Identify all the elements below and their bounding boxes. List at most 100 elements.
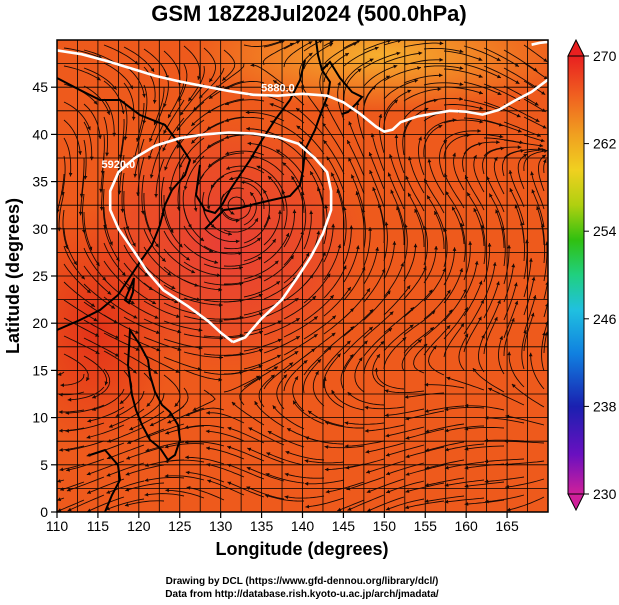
streamline xyxy=(463,260,478,299)
streamline xyxy=(63,317,100,337)
streamline-arrowhead xyxy=(235,239,240,244)
colorbar-bottom-arrow xyxy=(567,493,585,512)
streamline-arrowhead xyxy=(81,275,85,280)
streamline xyxy=(283,295,317,320)
streamline-arrowhead xyxy=(438,125,443,129)
streamline-arrowhead xyxy=(240,180,245,185)
streamline-arrowhead xyxy=(517,145,522,150)
streamline xyxy=(283,316,318,338)
streamline-arrowhead xyxy=(92,394,97,399)
streamline-arrowhead xyxy=(142,93,146,98)
streamline-arrowhead xyxy=(135,347,140,351)
streamline xyxy=(483,119,522,133)
streamline-arrowhead xyxy=(155,243,159,248)
streamline xyxy=(65,422,105,432)
streamline xyxy=(167,81,185,119)
streamline xyxy=(444,86,484,95)
streamline-arrowhead xyxy=(83,175,88,180)
streamline-arrowhead xyxy=(501,226,506,231)
streamline-arrowhead xyxy=(386,75,390,80)
streamline-arrowhead xyxy=(336,189,341,194)
streamline xyxy=(66,476,105,492)
streamline xyxy=(210,170,245,189)
streamline xyxy=(103,116,108,157)
streamline-arrowhead xyxy=(386,290,391,295)
streamline-arrowhead xyxy=(425,465,430,470)
streamline-arrowhead xyxy=(208,163,212,168)
streamline xyxy=(183,333,224,339)
streamline xyxy=(424,384,465,389)
streamline xyxy=(263,335,301,354)
streamline xyxy=(463,81,502,96)
streamline xyxy=(444,443,485,451)
streamline xyxy=(443,307,469,340)
streamline-arrowhead xyxy=(86,435,91,439)
streamline xyxy=(443,247,456,286)
streamline xyxy=(243,260,279,280)
streamline-arrowhead xyxy=(529,258,533,262)
streamline-arrowhead xyxy=(331,172,335,177)
streamline xyxy=(383,99,399,136)
streamline xyxy=(247,447,285,464)
streamline-arrowhead xyxy=(136,138,140,142)
streamline xyxy=(541,223,546,264)
streamline xyxy=(123,280,157,305)
streamline xyxy=(229,177,265,192)
streamline-arrowhead xyxy=(227,481,232,486)
streamline xyxy=(493,156,505,195)
streamline xyxy=(83,319,120,339)
streamline-arrowhead xyxy=(351,174,355,179)
streamline-arrowhead xyxy=(285,450,290,455)
streamline xyxy=(403,42,444,48)
streamline-arrowhead xyxy=(178,243,183,248)
streamline xyxy=(363,327,393,357)
streamline-arrowhead xyxy=(347,287,351,291)
streamline-arrowhead xyxy=(185,470,190,475)
x-tick-label: 120 xyxy=(127,518,151,534)
streamline-arrowhead xyxy=(112,132,117,137)
streamline-arrowhead xyxy=(250,192,254,197)
streamline xyxy=(386,480,425,494)
streamline-arrowhead xyxy=(489,193,493,198)
streamline xyxy=(344,422,385,425)
streamline-arrowhead xyxy=(478,280,483,285)
streamline xyxy=(343,308,374,337)
streamline-arrowhead xyxy=(105,152,109,157)
streamline-arrowhead xyxy=(349,225,354,229)
streamline-arrowhead xyxy=(452,152,456,157)
streamline-arrowhead xyxy=(185,412,190,417)
streamline xyxy=(129,410,165,431)
streamline-arrowhead xyxy=(149,138,153,142)
streamline xyxy=(543,331,548,354)
streamline-arrowhead xyxy=(495,209,499,214)
streamline xyxy=(343,245,359,283)
streamline-arrowhead xyxy=(209,78,213,83)
streamline-arrowhead xyxy=(231,402,236,406)
streamline-arrowhead xyxy=(484,416,489,420)
streamline xyxy=(223,217,259,233)
streamline xyxy=(66,458,105,472)
streamline xyxy=(223,293,263,303)
streamline-arrowhead xyxy=(467,192,471,197)
streamline xyxy=(63,335,100,355)
streamline-arrowhead xyxy=(434,211,438,215)
streamline-arrowhead xyxy=(332,315,336,320)
streamline xyxy=(149,104,165,143)
streamline-arrowhead xyxy=(507,244,511,249)
streamline-arrowhead xyxy=(515,80,520,84)
streamline-arrowhead xyxy=(281,190,286,195)
streamline xyxy=(283,359,308,392)
streamline-arrowhead xyxy=(444,407,449,412)
streamline xyxy=(387,172,405,210)
streamline-arrowhead xyxy=(186,256,190,261)
streamline-arrowhead xyxy=(405,489,410,493)
streamline xyxy=(385,444,425,457)
streamline xyxy=(444,461,485,469)
streamline xyxy=(423,97,464,104)
streamline-arrowhead xyxy=(445,191,450,196)
streamline xyxy=(143,228,167,263)
streamline-arrowhead xyxy=(89,156,94,161)
y-tick-label: 0 xyxy=(40,504,48,520)
streamline xyxy=(223,237,262,250)
streamline xyxy=(405,175,425,212)
